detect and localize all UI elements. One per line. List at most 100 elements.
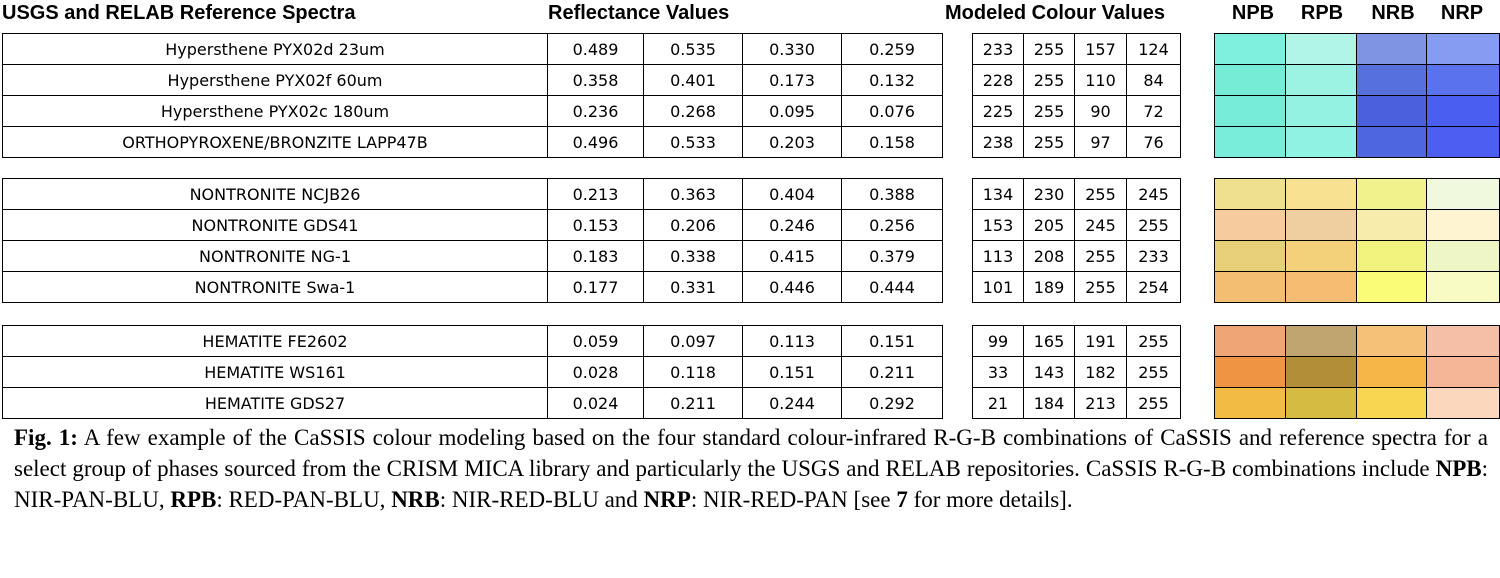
colour-swatch bbox=[1285, 64, 1357, 96]
modeled-colour-value: 255 bbox=[1023, 126, 1075, 158]
reflectance-value: 0.211 bbox=[643, 387, 743, 419]
modeled-colour-value: 255 bbox=[1126, 356, 1181, 388]
colour-swatch bbox=[1213, 387, 1287, 419]
reflectance-value: 0.024 bbox=[547, 387, 644, 419]
caption-npb: NPB bbox=[1435, 456, 1482, 481]
reflectance-value: 0.363 bbox=[643, 178, 743, 210]
table-row bbox=[1213, 240, 1500, 272]
reflectance-value: 0.331 bbox=[643, 271, 743, 303]
modeled-colour-value: 182 bbox=[1074, 356, 1127, 388]
reflectance-value: 0.330 bbox=[742, 33, 842, 65]
spectrum-name: Hypersthene PYX02c 180um bbox=[2, 95, 548, 127]
reflectance-value: 0.173 bbox=[742, 64, 842, 96]
reflectance-table: 0.059 0.097 0.113 0.151 0.028 0.118 0.151 0.211… bbox=[547, 325, 943, 419]
table-row: 33 143 182 255 bbox=[972, 356, 1181, 388]
table-row: 0.059 0.097 0.113 0.151 bbox=[547, 325, 943, 357]
colour-swatch bbox=[1213, 95, 1287, 127]
table-row bbox=[1213, 209, 1500, 241]
reflectance-value: 0.246 bbox=[742, 209, 842, 241]
table-row: 0.236 0.268 0.095 0.076 bbox=[547, 95, 943, 127]
reflectance-value: 0.203 bbox=[742, 126, 842, 158]
modeled-colour-value: 255 bbox=[1023, 95, 1075, 127]
reflectance-value: 0.535 bbox=[643, 33, 743, 65]
spectrum-name: NONTRONITE Swa-1 bbox=[2, 271, 548, 303]
reflectance-value: 0.095 bbox=[742, 95, 842, 127]
colour-swatch bbox=[1285, 33, 1357, 65]
reflectance-value: 0.259 bbox=[841, 33, 943, 65]
reflectance-value: 0.338 bbox=[643, 240, 743, 272]
table-row: Hypersthene PYX02c 180um bbox=[2, 95, 548, 127]
caption-nrb-def: : NIR-RED-BLU and bbox=[439, 487, 644, 512]
modeled-colour-value: 255 bbox=[1126, 325, 1181, 357]
combo-header-nrp: NRP bbox=[1440, 2, 1484, 24]
modeled-colour-values-header: Modeled Colour Values bbox=[945, 2, 1166, 24]
table-row: 101 189 255 254 bbox=[972, 271, 1181, 303]
modeled-colour-value: 134 bbox=[972, 178, 1024, 210]
colour-swatch bbox=[1425, 95, 1500, 127]
reflectance-value: 0.151 bbox=[841, 325, 943, 357]
reflectance-value: 0.183 bbox=[547, 240, 644, 272]
reflectance-value: 0.256 bbox=[841, 209, 943, 241]
table-row: 0.028 0.118 0.151 0.211 bbox=[547, 356, 943, 388]
colour-swatch bbox=[1425, 209, 1500, 241]
colour-swatch bbox=[1355, 209, 1427, 241]
colour-swatch bbox=[1285, 95, 1357, 127]
modeled-colour-value: 101 bbox=[972, 271, 1024, 303]
combo-header-nrb: NRB bbox=[1371, 2, 1415, 24]
reflectance-table: 0.213 0.363 0.404 0.388 0.153 0.206 0.246 0.256… bbox=[547, 178, 943, 303]
modeled-colour-value: 255 bbox=[1074, 178, 1127, 210]
table-row: Hypersthene PYX02f 60um bbox=[2, 64, 548, 96]
table-row: 21 184 213 255 bbox=[972, 387, 1181, 419]
modeled-colour-value: 255 bbox=[1126, 209, 1181, 241]
modeled-colour-value: 97 bbox=[1074, 126, 1127, 158]
modeled-colour-value: 124 bbox=[1126, 33, 1181, 65]
spectrum-name: ORTHOPYROXENE/BRONZITE LAPP47B bbox=[2, 126, 548, 158]
caption-text: A few example of the CaSSIS colour model… bbox=[14, 425, 1488, 481]
reflectance-value: 0.059 bbox=[547, 325, 644, 357]
colour-swatch bbox=[1425, 64, 1500, 96]
colour-swatch bbox=[1425, 387, 1500, 419]
reflectance-value: 0.358 bbox=[547, 64, 644, 96]
reflectance-table: 0.489 0.535 0.330 0.259 0.358 0.401 0.173 0.132… bbox=[547, 33, 943, 158]
combo-header-npb: NPB bbox=[1231, 2, 1275, 24]
table-row bbox=[1213, 178, 1500, 210]
colour-swatch bbox=[1355, 240, 1427, 272]
caption-nrp: NRP bbox=[643, 487, 691, 512]
reflectance-value: 0.236 bbox=[547, 95, 644, 127]
table-row: 0.496 0.533 0.203 0.158 bbox=[547, 126, 943, 158]
modeled-colour-value: 228 bbox=[972, 64, 1024, 96]
reflectance-value: 0.158 bbox=[841, 126, 943, 158]
colour-swatch bbox=[1425, 325, 1500, 357]
colour-swatch bbox=[1285, 325, 1357, 357]
colour-swatch bbox=[1285, 178, 1357, 210]
colour-swatch-table bbox=[1213, 178, 1500, 303]
reflectance-value: 0.489 bbox=[547, 33, 644, 65]
modeled-colour-value: 72 bbox=[1126, 95, 1181, 127]
reflectance-value: 0.097 bbox=[643, 325, 743, 357]
colour-swatch bbox=[1355, 126, 1427, 158]
reflectance-value: 0.244 bbox=[742, 387, 842, 419]
modeled-colour-value: 255 bbox=[1023, 33, 1075, 65]
colour-swatch bbox=[1355, 64, 1427, 96]
reflectance-value: 0.404 bbox=[742, 178, 842, 210]
colour-swatch bbox=[1285, 209, 1357, 241]
modeled-colour-value: 84 bbox=[1126, 64, 1181, 96]
colour-swatch bbox=[1355, 95, 1427, 127]
colour-swatch bbox=[1425, 33, 1500, 65]
colour-swatch bbox=[1285, 126, 1357, 158]
modeled-colour-value: 233 bbox=[972, 33, 1024, 65]
reflectance-value: 0.177 bbox=[547, 271, 644, 303]
spectrum-name: HEMATITE GDS27 bbox=[2, 387, 548, 419]
table-row: 0.153 0.206 0.246 0.256 bbox=[547, 209, 943, 241]
table-row: NONTRONITE NG-1 bbox=[2, 240, 548, 272]
colour-swatch bbox=[1213, 178, 1287, 210]
reflectance-value: 0.388 bbox=[841, 178, 943, 210]
reflectance-value: 0.132 bbox=[841, 64, 943, 96]
table-row: HEMATITE GDS27 bbox=[2, 387, 548, 419]
modeled-colour-table: 99 165 191 255 33 143 182 255 21 184 213 255 bbox=[972, 325, 1181, 419]
modeled-colour-value: 225 bbox=[972, 95, 1024, 127]
colour-swatch bbox=[1213, 126, 1287, 158]
reflectance-value: 0.076 bbox=[841, 95, 943, 127]
table-row bbox=[1213, 356, 1500, 388]
modeled-colour-value: 255 bbox=[1126, 387, 1181, 419]
